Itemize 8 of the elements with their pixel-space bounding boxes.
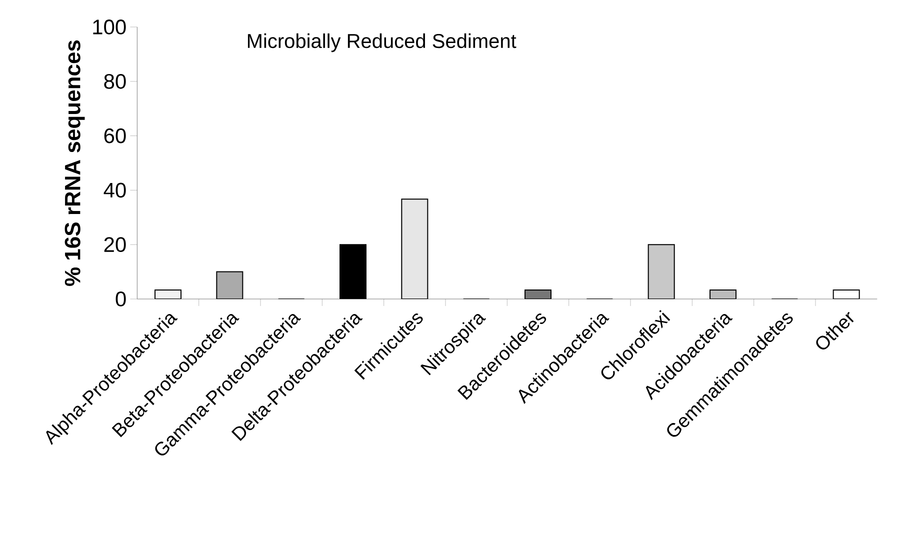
y-tick-label: 100 xyxy=(93,20,126,34)
y-tick-label: 60 xyxy=(104,128,126,144)
y-tick-label: 80 xyxy=(104,74,126,89)
y-tick-label: 20 xyxy=(104,237,126,252)
y-tick-label: 40 xyxy=(104,182,126,198)
chart-title: Microbially Reduced Sediment xyxy=(248,33,516,52)
y-axis-title: % 16S rRNA sequences xyxy=(64,40,85,286)
y-tick-label: 0 xyxy=(116,292,126,306)
